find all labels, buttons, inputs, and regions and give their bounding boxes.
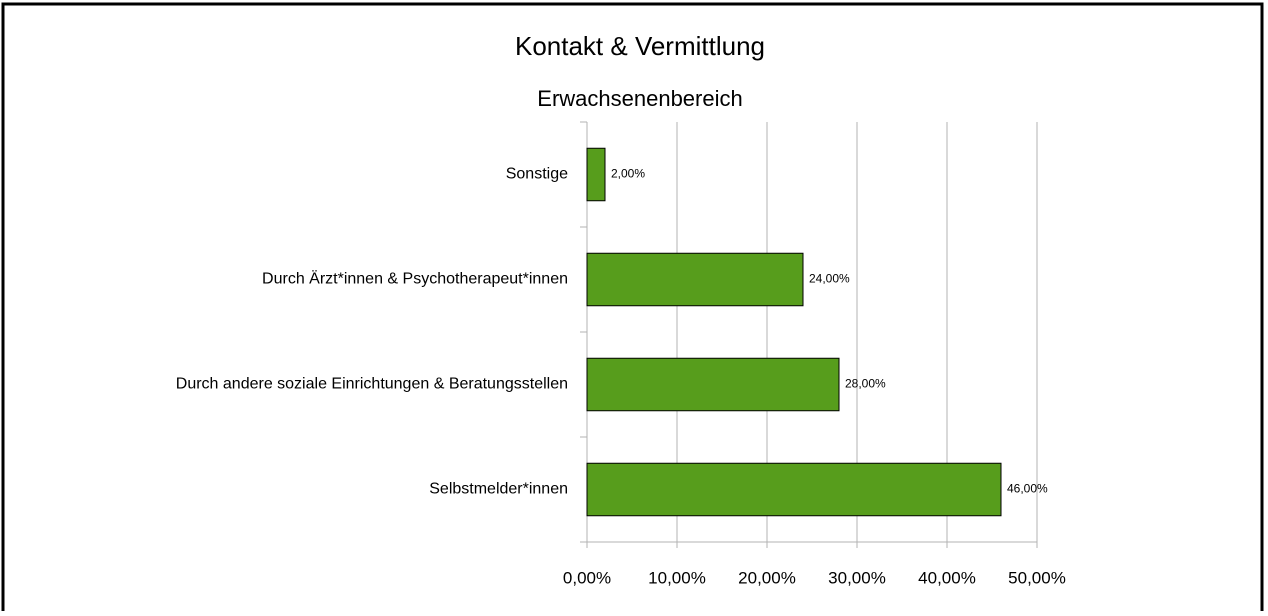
x-tick-label: 0,00% <box>563 568 611 587</box>
y-tick-label: Durch Ärzt*innen & Psychotherapeut*innen <box>262 270 568 288</box>
bar <box>586 357 840 412</box>
data-label: 24,00% <box>809 272 850 286</box>
x-tick-label: 10,00% <box>648 568 706 587</box>
bar <box>586 252 804 307</box>
bar <box>586 147 606 202</box>
data-label: 46,00% <box>1007 482 1048 496</box>
x-tick-label: 30,00% <box>828 568 886 587</box>
data-label: 2,00% <box>611 167 645 181</box>
x-tick-label: 20,00% <box>738 568 796 587</box>
x-tick-label: 40,00% <box>918 568 976 587</box>
y-tick-label: Selbstmelder*innen <box>429 481 568 498</box>
chart-subtitle: Erwachsenenbereich <box>537 86 742 111</box>
bar <box>586 462 1002 517</box>
data-label: 28,00% <box>845 377 886 391</box>
chart-title: Kontakt & Vermittlung <box>515 31 765 61</box>
y-tick-label: Sonstige <box>506 166 568 183</box>
y-tick-label: Durch andere soziale Einrichtungen & Ber… <box>176 376 568 393</box>
x-tick-label: 50,00% <box>1008 568 1066 587</box>
